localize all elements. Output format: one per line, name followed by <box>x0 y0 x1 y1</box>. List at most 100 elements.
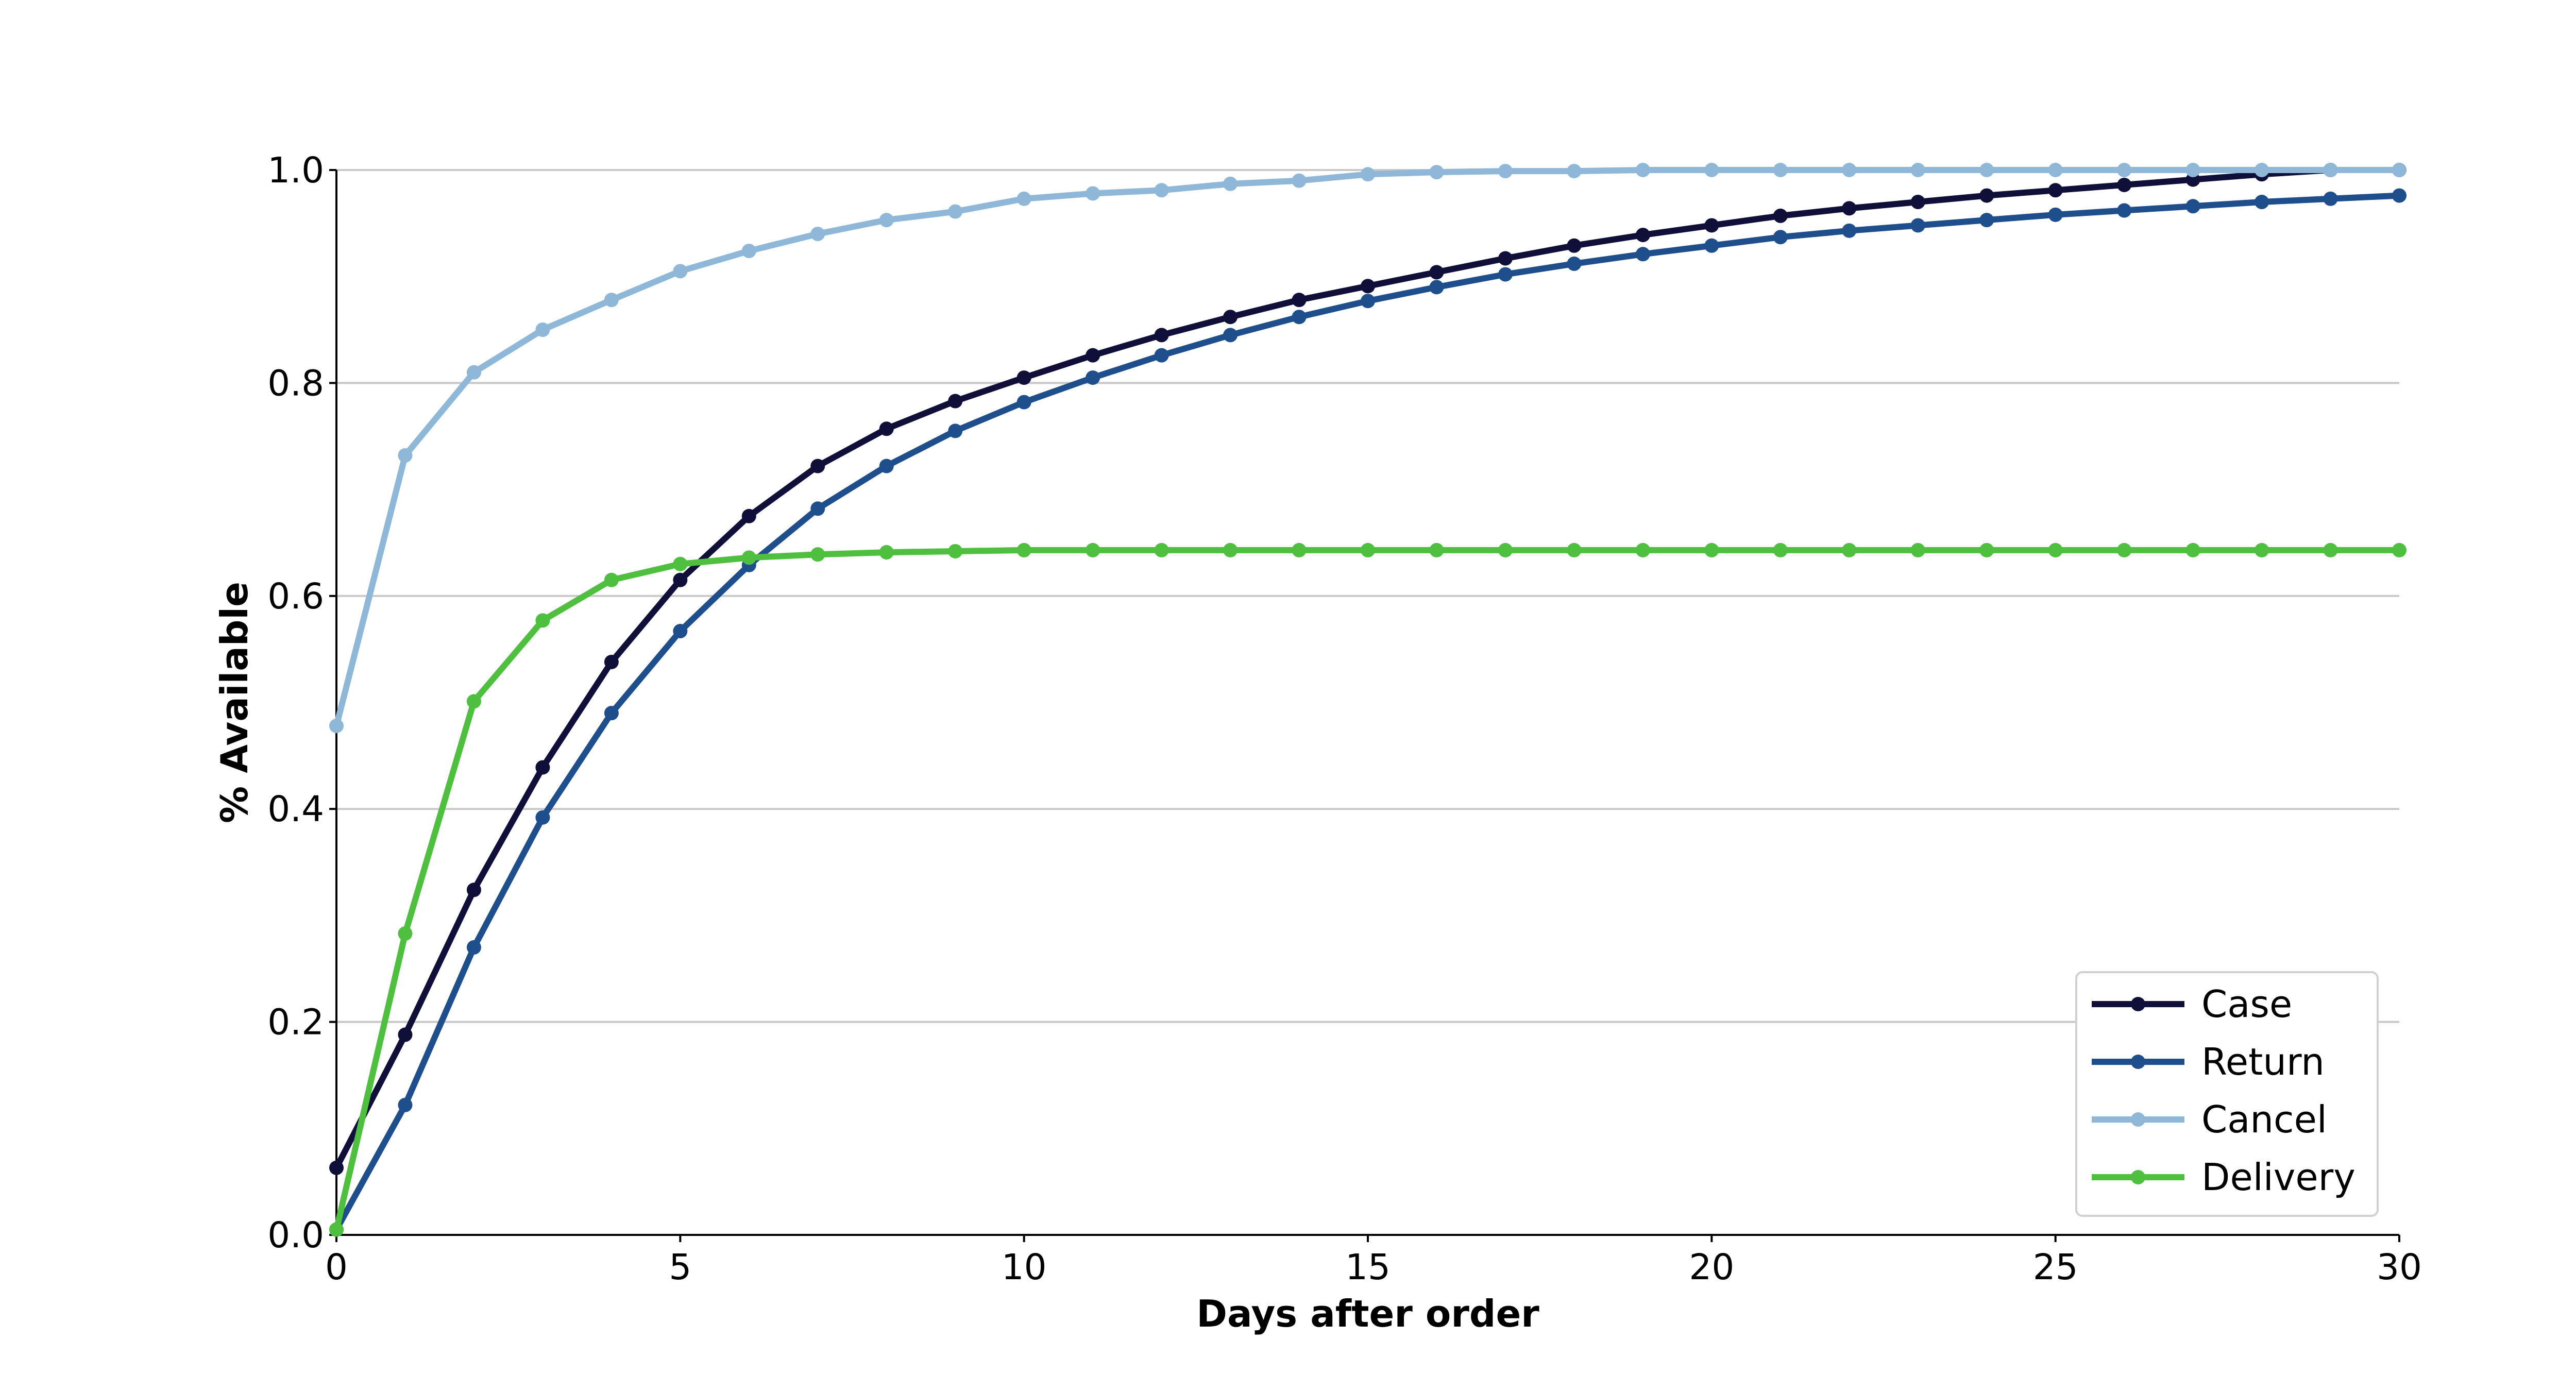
data-point <box>2048 183 2063 198</box>
data-point <box>466 694 481 709</box>
data-point <box>741 244 756 259</box>
data-point <box>604 572 619 587</box>
data-point <box>535 810 550 825</box>
x-tick-label: 5 <box>669 1247 691 1288</box>
y-tick-label: 1.0 <box>267 150 324 191</box>
data-point <box>673 264 688 279</box>
series-cancel <box>329 163 2406 733</box>
legend-swatch-marker <box>2131 1112 2145 1127</box>
data-point <box>1292 293 1307 308</box>
data-point <box>1361 294 1375 309</box>
data-point <box>948 544 963 558</box>
data-point <box>2117 542 2132 557</box>
y-axis-label: % Available <box>213 582 256 823</box>
legend-swatch-marker <box>2131 1055 2145 1069</box>
legend-entry-delivery: Delivery <box>2092 1156 2355 1199</box>
data-point <box>2117 163 2132 177</box>
data-point <box>810 501 825 516</box>
data-point <box>1842 201 1857 216</box>
data-point <box>2255 542 2269 557</box>
data-point <box>673 624 688 639</box>
data-point <box>879 421 894 436</box>
data-point <box>1704 542 1719 557</box>
y-tick-label: 0.4 <box>267 789 324 830</box>
data-point <box>1086 542 1100 557</box>
legend-label: Delivery <box>2201 1156 2355 1199</box>
data-point <box>1842 223 1857 238</box>
data-point <box>1292 173 1307 188</box>
gridlines <box>336 169 2399 1023</box>
data-point <box>1704 238 1719 253</box>
data-point <box>741 508 756 523</box>
data-point <box>2185 542 2200 557</box>
data-point <box>2185 163 2200 177</box>
data-point <box>810 459 825 473</box>
data-point <box>1086 370 1100 385</box>
data-point <box>810 547 825 562</box>
data-point <box>1016 395 1031 410</box>
data-point <box>2392 188 2406 203</box>
data-point <box>1910 163 1925 177</box>
data-point <box>604 706 619 721</box>
data-point <box>2392 542 2406 557</box>
data-point <box>1361 542 1375 557</box>
data-point <box>604 293 619 308</box>
legend-swatch-marker <box>2131 997 2145 1011</box>
data-point <box>673 572 688 587</box>
y-tick-label: 0.8 <box>267 363 324 404</box>
data-point <box>879 545 894 560</box>
data-point <box>1910 218 1925 233</box>
data-point <box>1635 163 1650 177</box>
data-point <box>1498 251 1513 266</box>
data-point <box>1361 167 1375 182</box>
x-tick-label: 15 <box>1345 1247 1391 1288</box>
data-point <box>1154 542 1169 557</box>
legend-label: Return <box>2201 1040 2325 1083</box>
y-tick-label: 0.2 <box>267 1002 324 1043</box>
data-point <box>398 1097 413 1112</box>
data-point <box>1292 542 1307 557</box>
legend: Case Return Cancel Delivery <box>2075 971 2379 1217</box>
data-point <box>2323 191 2338 206</box>
data-point <box>1154 348 1169 363</box>
data-point <box>1429 280 1444 295</box>
legend-entry-cancel: Cancel <box>2092 1098 2327 1141</box>
data-point <box>810 227 825 242</box>
data-point <box>1223 310 1238 325</box>
data-point <box>535 760 550 775</box>
x-tick-label: 10 <box>1002 1247 1047 1288</box>
x-tick-label: 20 <box>1689 1247 1734 1288</box>
data-point <box>1016 370 1031 385</box>
data-point <box>535 323 550 337</box>
series-case <box>329 163 2406 1175</box>
data-point <box>1498 164 1513 179</box>
legend-entry-case: Case <box>2092 982 2292 1026</box>
legend-label: Cancel <box>2201 1098 2327 1141</box>
data-point <box>879 459 894 473</box>
data-point <box>1704 218 1719 233</box>
data-point <box>398 448 413 463</box>
data-point <box>1567 542 1582 557</box>
data-point <box>1086 348 1100 363</box>
data-point <box>2323 163 2338 177</box>
x-tick-label: 0 <box>325 1247 348 1288</box>
data-point <box>466 940 481 955</box>
data-point <box>1086 186 1100 201</box>
legend-box <box>2075 971 2379 1217</box>
data-point <box>1429 265 1444 280</box>
data-point <box>2255 195 2269 210</box>
axes: 0.0 0.2 0.4 0.6 0.8 1.0 0 5 10 15 20 25 30 <box>267 150 2422 1288</box>
data-point <box>1979 163 1994 177</box>
data-point <box>879 213 894 228</box>
data-point <box>1223 542 1238 557</box>
data-point <box>1704 163 1719 177</box>
data-point <box>1910 195 1925 210</box>
data-point <box>329 1222 344 1237</box>
data-point <box>1498 267 1513 282</box>
data-point <box>1773 542 1788 557</box>
data-point <box>1567 256 1582 271</box>
data-point <box>604 654 619 669</box>
data-point <box>948 394 963 409</box>
legend-entry-return: Return <box>2092 1040 2325 1083</box>
